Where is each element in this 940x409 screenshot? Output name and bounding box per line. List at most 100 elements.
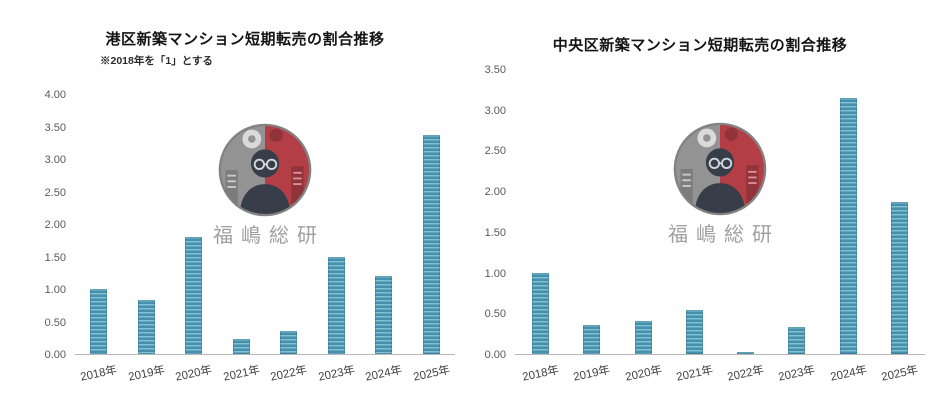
bar-2023年: [788, 327, 806, 354]
bar-2023年: [327, 256, 345, 354]
bar-2024年: [375, 276, 393, 354]
bar-column: [360, 95, 408, 354]
y-tick-label: 2.00: [484, 186, 506, 199]
watermark-text: 福嶋総研: [213, 225, 325, 247]
plot-area: 0.00 0.50 1.00 1.50 2.00 2.50 3.00 3.50 4.00: [30, 89, 460, 384]
x-tick: 2019年: [566, 355, 617, 384]
bar-column: [874, 70, 925, 354]
x-tick: 2023年: [771, 355, 822, 384]
x-tick-label: 2023年: [777, 364, 817, 384]
y-tick-label: 1.50: [484, 226, 506, 239]
x-tick: 2025年: [874, 355, 925, 384]
x-tick-label: 2018年: [79, 364, 119, 384]
bar-2019年: [583, 324, 601, 354]
x-tick-label: 2022年: [726, 364, 766, 384]
x-tick-label: 2025年: [412, 364, 451, 384]
watermark-logo-icon: [673, 122, 767, 216]
bar-column: [123, 95, 171, 354]
x-tick: 2020年: [618, 355, 669, 384]
x-tick-label: 2020年: [174, 364, 214, 384]
bar-2018年: [532, 272, 550, 354]
y-tick-label: 0.50: [44, 316, 66, 329]
bar-column: [566, 70, 617, 354]
x-tick: 2018年: [515, 355, 566, 384]
y-axis: 0.00 0.50 1.00 1.50 2.00 2.50 3.00 3.50: [470, 64, 510, 361]
y-tick-label: 0.00: [44, 349, 66, 361]
x-tick-label: 2018年: [521, 364, 561, 384]
x-tick: 2021年: [669, 355, 720, 384]
x-axis: 2018年 2019年 2020年 2021年 2022年 2023年 2024年 2025年: [515, 355, 925, 384]
watermark-text: 福嶋総研: [668, 224, 780, 246]
y-tick-label: 3.00: [44, 154, 66, 166]
bar-column: [265, 95, 313, 354]
x-tick: 2023年: [313, 355, 361, 384]
bar-2021年: [232, 339, 250, 354]
bar-2022年: [737, 352, 755, 354]
y-axis: 0.00 0.50 1.00 1.50 2.00 2.50 3.00 3.50 4.00: [30, 89, 70, 361]
bar-column: [618, 70, 669, 354]
x-tick-label: 2022年: [269, 364, 309, 384]
bar-column: [515, 70, 566, 354]
x-tick-label: 2025年: [880, 364, 919, 384]
bar-column: [771, 70, 822, 354]
y-tick-label: 3.00: [484, 104, 506, 117]
bar-2022年: [280, 331, 298, 354]
bar-column: [218, 95, 266, 354]
plot-box: 福嶋総研: [75, 95, 455, 355]
bar-2025年: [422, 135, 440, 354]
bar-2024年: [839, 98, 857, 354]
y-tick-label: 4.00: [44, 89, 66, 101]
x-tick: 2022年: [720, 355, 771, 384]
x-tick: 2024年: [823, 355, 874, 384]
watermark-logo-icon: [218, 123, 312, 217]
bar-2018年: [90, 289, 108, 354]
x-tick-label: 2024年: [364, 364, 404, 384]
y-tick-label: 3.50: [44, 121, 66, 134]
bar-column: [313, 95, 361, 354]
chart-subtitle: ※2018年を「1」とする: [100, 55, 213, 67]
bar-2020年: [634, 320, 652, 354]
x-tick: 2022年: [265, 355, 313, 384]
x-tick-label: 2019年: [572, 364, 612, 384]
bar-column: [669, 70, 720, 354]
x-tick-label: 2020年: [623, 364, 663, 384]
chart-title: 港区新築マンション短期転売の割合推移: [105, 31, 385, 48]
y-tick-label: 3.50: [484, 64, 506, 76]
bar-2020年: [185, 237, 203, 354]
bar-2025年: [890, 202, 908, 354]
x-tick: 2021年: [218, 355, 266, 384]
bar-column: [823, 70, 874, 354]
x-tick: 2018年: [75, 355, 123, 384]
bar-2019年: [137, 299, 155, 354]
y-tick-label: 1.00: [484, 267, 506, 280]
y-tick-label: 0.50: [484, 308, 506, 321]
x-tick-label: 2024年: [828, 364, 868, 384]
chart-chuo: 中央区新築マンション短期転売の割合推移 0.00 0.50 1.00 1.50 2.00…: [470, 0, 930, 409]
y-tick-label: 1.00: [44, 284, 66, 296]
bar-column: [170, 95, 218, 354]
bar-2021年: [685, 310, 703, 354]
x-tick-label: 2021年: [222, 364, 261, 384]
bar-column: [408, 95, 456, 354]
y-tick-label: 0.00: [484, 349, 506, 361]
x-tick-label: 2019年: [127, 364, 166, 384]
x-tick-label: 2021年: [675, 364, 714, 384]
watermark: 福嶋総研: [205, 123, 325, 248]
x-tick: 2024年: [360, 355, 408, 384]
chart-title: 中央区新築マンション短期転売の割合推移: [552, 37, 848, 54]
y-tick-label: 2.00: [44, 219, 66, 231]
y-tick-label: 2.50: [484, 145, 506, 158]
y-tick-label: 2.50: [44, 186, 66, 199]
x-tick: 2025年: [408, 355, 456, 384]
y-tick-label: 1.50: [44, 251, 66, 264]
x-tick: 2020年: [170, 355, 218, 384]
plot-box: 福嶋総研: [515, 70, 925, 355]
chart-minato: 港区新築マンション短期転売の割合推移 ※2018年を「1」とする 0.00 0.5…: [30, 0, 460, 409]
x-tick: 2019年: [123, 355, 171, 384]
bar-column: [75, 95, 123, 354]
plot-area: 0.00 0.50 1.00 1.50 2.00 2.50 3.00 3.50: [470, 64, 930, 384]
x-axis: 2018年 2019年 2020年 2021年 2022年 2023年 2024年 2025年: [75, 355, 456, 384]
x-tick-label: 2023年: [317, 364, 356, 384]
watermark: 福嶋総研: [660, 122, 780, 247]
